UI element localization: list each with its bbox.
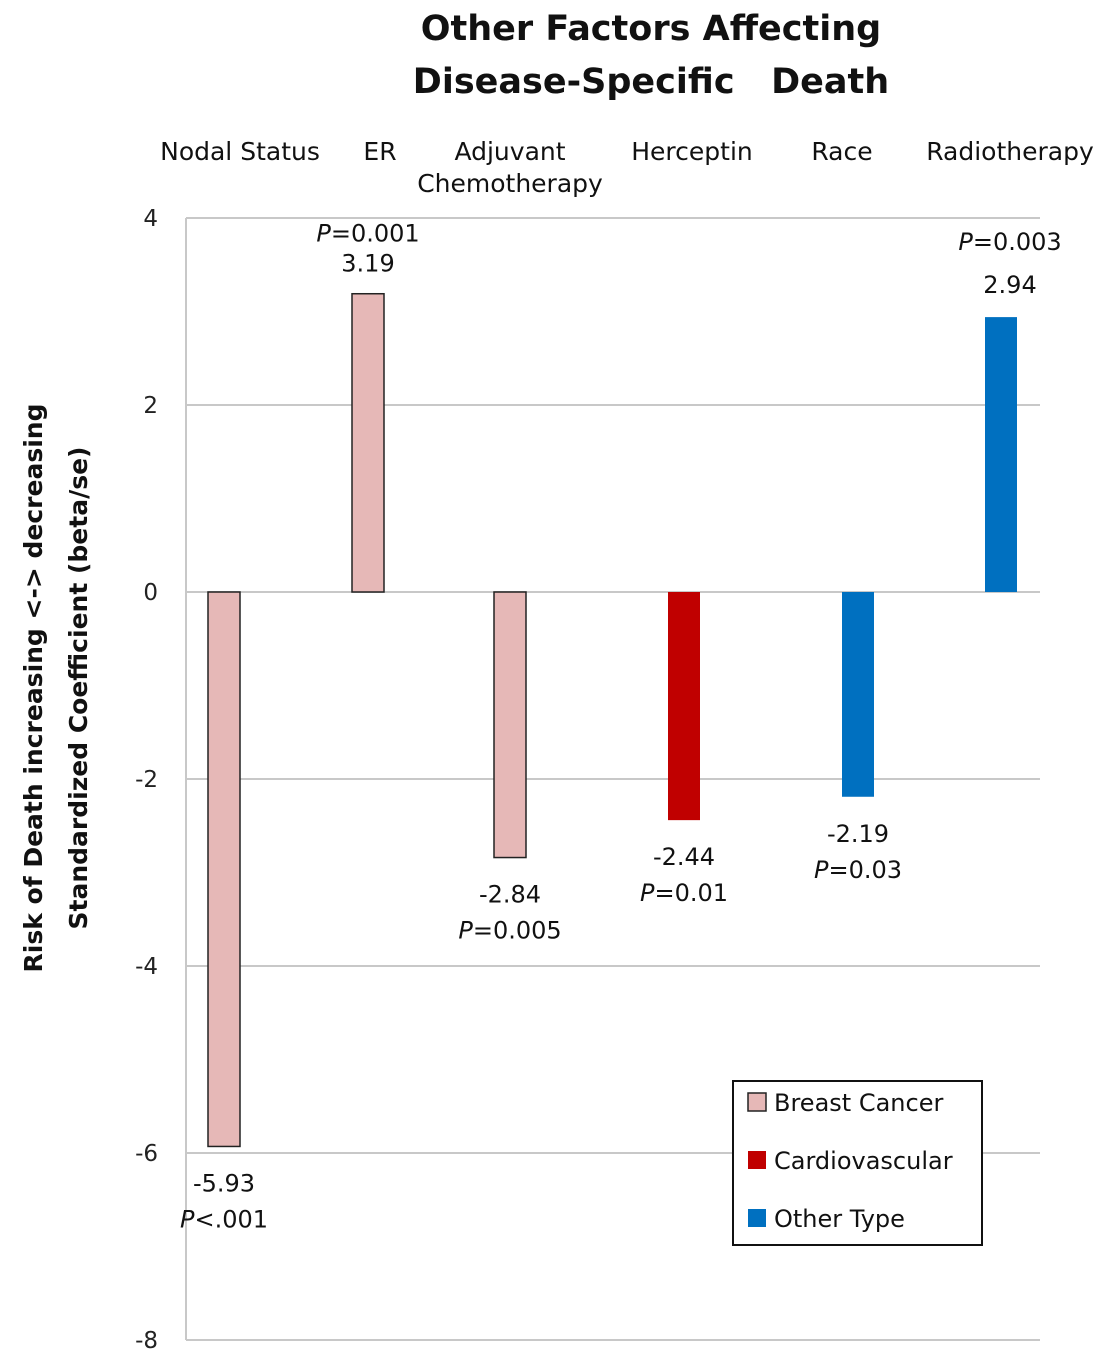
legend-label: Other Type	[774, 1205, 905, 1233]
category-label: Race	[811, 137, 872, 166]
bar	[985, 317, 1017, 592]
value-label: -2.44	[653, 843, 715, 871]
y-tick-label: -8	[135, 1328, 158, 1351]
legend-swatch	[747, 1092, 767, 1112]
p-value-label: P=0.01	[640, 879, 728, 907]
y-tick-label: 0	[143, 580, 158, 606]
bar	[842, 592, 874, 797]
category-labels: Nodal Status ER Adjuvant Chemotherapy Hercep…	[160, 137, 1094, 198]
gridlines	[185, 217, 1040, 1341]
y-tick-label: -2	[135, 767, 158, 793]
legend-box	[732, 1080, 983, 1246]
y-tick-label: -6	[135, 1141, 158, 1167]
category-label: Adjuvant	[454, 137, 565, 166]
y-axis-label: Risk of Death increasing <-> decreasing S…	[19, 404, 93, 973]
y-axis-label-line: Standardized Coefficient (beta/se)	[64, 447, 93, 930]
category-label: Herceptin	[631, 137, 753, 166]
category-label: ER	[363, 137, 396, 166]
legend-label: Cardiovascular	[774, 1147, 953, 1175]
chart-title: Other Factors Affecting Disease-Specific …	[413, 9, 889, 102]
p-value-label: P=0.005	[458, 917, 561, 945]
p-value-label: P=0.03	[814, 856, 902, 884]
p-value-label: P=0.001	[316, 220, 419, 248]
value-label: -2.19	[827, 820, 889, 848]
bar	[668, 592, 700, 821]
value-label: -2.84	[479, 881, 541, 909]
category-label: Chemotherapy	[417, 169, 603, 198]
bar	[351, 292, 385, 593]
y-axis-label-line: Risk of Death increasing <-> decreasing	[19, 404, 48, 973]
legend-swatch	[748, 1209, 766, 1227]
y-tick-label: 4	[143, 206, 158, 232]
value-label: 2.94	[983, 271, 1036, 299]
bar	[207, 591, 241, 1148]
category-label: Radiotherapy	[926, 137, 1094, 166]
bar	[493, 591, 527, 859]
legend-label: Breast Cancer	[774, 1089, 943, 1117]
chart-title-line: Disease-Specific Death	[413, 62, 889, 102]
data-labels: -5.93 P<.001 3.19P=0.001 -2.84 P=0.005 -2.44 P…	[180, 220, 1062, 1234]
chart-title-line: Other Factors Affecting	[421, 9, 882, 49]
legend: Breast Cancer Cardiovascular Other Type	[732, 1080, 983, 1246]
bars	[207, 292, 1017, 1148]
value-label: -5.93	[193, 1169, 255, 1197]
category-label: Nodal Status	[160, 137, 320, 166]
p-value-label: P=0.003	[958, 228, 1061, 256]
legend-swatch	[748, 1151, 766, 1169]
y-tick-label: 2	[143, 393, 158, 419]
p-value-label: P<.001	[180, 1205, 268, 1233]
y-tick-labels: 4 2 0 -2 -4 -6 -8	[135, 206, 158, 1351]
value-label: 3.19	[341, 250, 394, 278]
y-tick-label: -4	[135, 954, 158, 980]
